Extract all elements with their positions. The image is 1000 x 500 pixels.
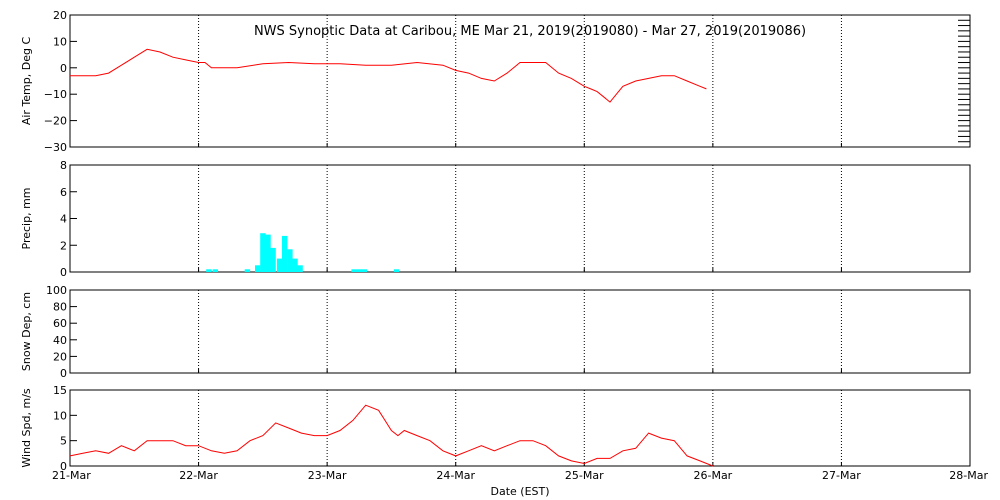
panel-2-bar bbox=[356, 269, 362, 272]
x-tick-label: 22-Mar bbox=[179, 469, 218, 482]
panel-2-ytick-label: 6 bbox=[60, 186, 67, 199]
panel-2-bar bbox=[206, 269, 212, 272]
x-tick-label: 21-Mar bbox=[52, 469, 91, 482]
panel-3-ylabel: Snow Dep, cm bbox=[20, 292, 33, 371]
x-tick-label: 27-Mar bbox=[822, 469, 861, 482]
panel-2-bar bbox=[287, 249, 293, 272]
panel-1-ytick-label: −30 bbox=[44, 141, 67, 154]
panel-3-ytick-label: 80 bbox=[53, 301, 67, 314]
panel-2-bar bbox=[276, 258, 283, 272]
panel-1-ytick-label: 0 bbox=[60, 62, 67, 75]
panel-4-ytick-label: 15 bbox=[53, 384, 67, 397]
chart-title: NWS Synoptic Data at Caribou, ME Mar 21,… bbox=[254, 24, 806, 39]
x-tick-label: 26-Mar bbox=[693, 469, 732, 482]
panel-2-bar bbox=[351, 269, 357, 272]
x-axis-label: Date (EST) bbox=[490, 485, 549, 498]
panel-2-ytick-label: 4 bbox=[60, 213, 67, 226]
panel-2-bar bbox=[270, 247, 276, 272]
panel-2-bar bbox=[244, 269, 251, 272]
panel-1-ytick-label: −10 bbox=[44, 88, 67, 101]
panel-2-bar bbox=[282, 235, 288, 272]
panel-4-ytick-label: 5 bbox=[60, 435, 67, 448]
x-tick-label: 23-Mar bbox=[308, 469, 347, 482]
panel-3-ytick-label: 100 bbox=[46, 284, 67, 297]
panel-3-ytick-label: 40 bbox=[53, 334, 67, 347]
panel-3-ytick-label: 20 bbox=[53, 350, 67, 363]
x-tick-label: 28-Mar bbox=[949, 469, 988, 482]
panel-4-ytick-label: 10 bbox=[53, 409, 67, 422]
panel-4-series-line bbox=[69, 404, 714, 467]
panel-2-ytick-label: 2 bbox=[60, 239, 67, 252]
panel-1-series-line bbox=[70, 48, 707, 103]
panel-2-ytick-label: 0 bbox=[60, 266, 67, 279]
panel-1-ytick-label: −20 bbox=[44, 115, 67, 128]
panel-2-bar bbox=[265, 234, 271, 272]
panel-2-ytick-label: 8 bbox=[60, 159, 67, 172]
panel-2-bar bbox=[393, 269, 400, 272]
panel-1-ytick-label: 20 bbox=[53, 9, 67, 22]
panel-2-frame bbox=[69, 164, 971, 273]
panel-2-bar bbox=[255, 265, 261, 272]
panel-3-ytick-label: 60 bbox=[53, 317, 67, 330]
panel-2-bar bbox=[292, 258, 298, 272]
panel-4-ytick-label: 0 bbox=[60, 460, 67, 473]
panel-1-ytick-label: 10 bbox=[53, 35, 67, 48]
panel-2-bar bbox=[361, 269, 368, 272]
panel-2-ylabel: Precip, mm bbox=[20, 188, 33, 250]
panel-4-frame bbox=[69, 389, 971, 467]
x-tick-label: 24-Mar bbox=[436, 469, 475, 482]
panel-2-bar bbox=[260, 233, 266, 272]
panel-3-ytick-label: 0 bbox=[60, 367, 67, 380]
panel-3-frame bbox=[69, 289, 971, 374]
panel-1-ylabel: Air Temp, Deg C bbox=[20, 37, 33, 126]
panel-2-bar bbox=[212, 269, 218, 272]
x-tick-label: 25-Mar bbox=[565, 469, 604, 482]
panel-2-bar bbox=[297, 265, 303, 272]
panel-4-ylabel: Wind Spd, m/s bbox=[20, 388, 33, 468]
panel-1-frame bbox=[69, 14, 971, 148]
